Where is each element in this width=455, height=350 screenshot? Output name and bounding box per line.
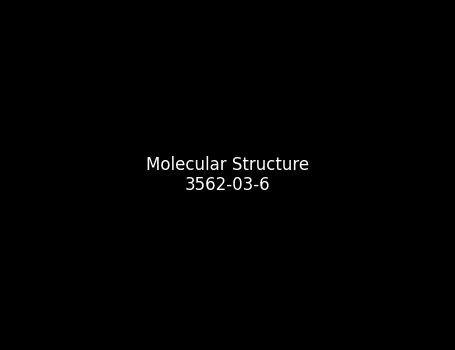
Text: Molecular Structure
3562-03-6: Molecular Structure 3562-03-6 [146, 156, 309, 194]
